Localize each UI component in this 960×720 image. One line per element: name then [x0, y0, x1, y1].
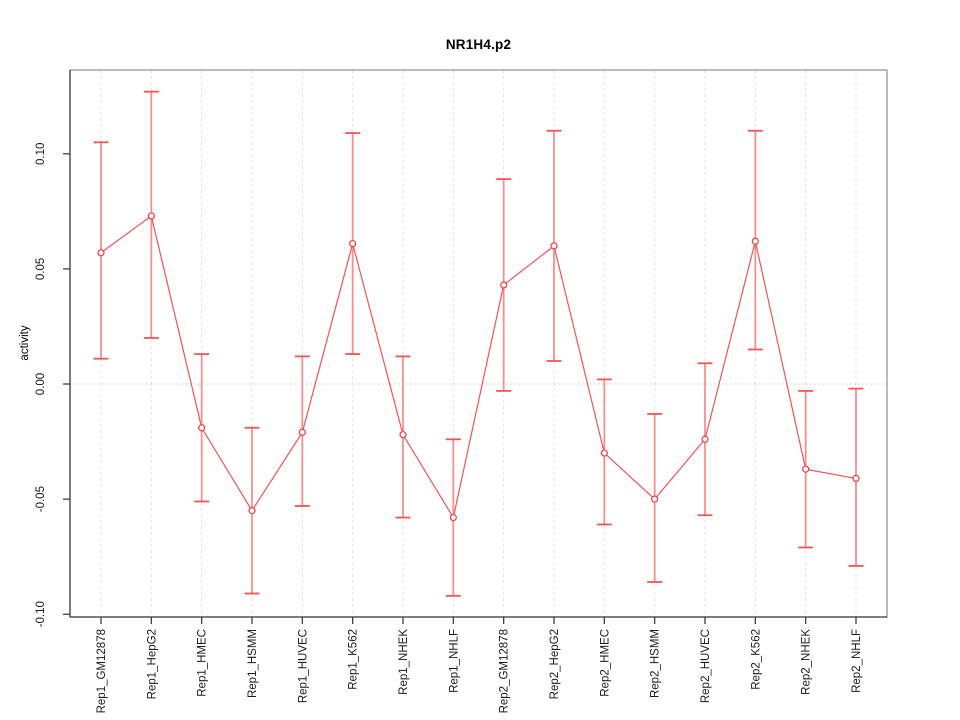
- x-tick-label: Rep2_GM12878: [499, 629, 511, 713]
- data-point: [298, 428, 306, 436]
- data-point: [248, 507, 256, 515]
- x-tick-label: Rep2_K562: [750, 629, 762, 690]
- y-tick-label: 0.05: [35, 258, 47, 280]
- x-tick-label: Rep1_NHLF: [448, 629, 460, 693]
- x-tick-label: Rep1_K562: [348, 629, 360, 690]
- y-tick-label: -0.05: [35, 486, 47, 512]
- y-axis-title: activity: [19, 325, 31, 361]
- data-point: [449, 513, 457, 522]
- x-tick-label: Rep1_HUVEC: [297, 629, 309, 703]
- data-point: [701, 435, 709, 443]
- x-tick-label: Rep1_GM12878: [96, 629, 108, 713]
- x-tick-label: Rep1_HSMM: [247, 629, 259, 698]
- data-point: [802, 465, 810, 473]
- data-point: [852, 474, 860, 483]
- data-point: [600, 449, 608, 457]
- x-tick-label: Rep2_HepG2: [549, 629, 561, 699]
- x-tick-label: Rep1_HMEC: [197, 629, 209, 697]
- data-point: [500, 281, 508, 289]
- data-point: [198, 424, 206, 432]
- data-point: [97, 249, 105, 257]
- data-point: [651, 495, 659, 503]
- chart-title: NR1H4.p2: [445, 37, 512, 52]
- y-tick-label: 0.00: [35, 373, 47, 395]
- x-tick-label: Rep2_HMEC: [599, 629, 611, 697]
- data-point: [349, 239, 357, 248]
- y-tick-label: -0.10: [35, 601, 47, 627]
- y-tick-label: 0.10: [35, 143, 47, 165]
- series-line: [100, 214, 857, 520]
- x-tick-label: Rep2_NHEK: [801, 629, 813, 695]
- x-tick-label: Rep1_HepG2: [146, 629, 158, 699]
- x-tick-label: Rep2_HUVEC: [700, 629, 712, 703]
- data-point: [751, 237, 759, 245]
- data-point: [550, 242, 558, 250]
- x-tick-label: Rep2_HSMM: [650, 629, 662, 698]
- x-tick-label: Rep1_NHEK: [398, 629, 410, 695]
- plot-box: [69, 69, 888, 618]
- x-tick-label: Rep2_NHLF: [851, 629, 863, 693]
- data-point: [399, 431, 407, 439]
- data-point: [147, 212, 155, 220]
